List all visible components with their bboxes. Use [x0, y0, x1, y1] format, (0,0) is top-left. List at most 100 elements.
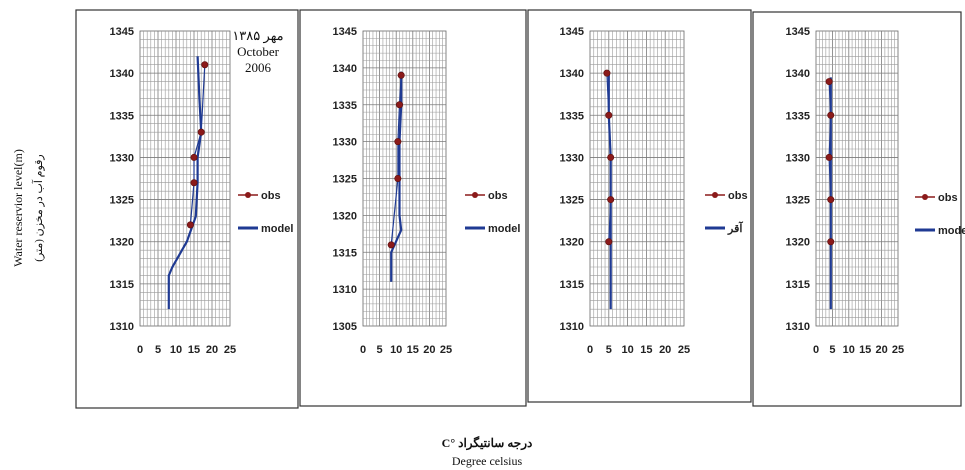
date-annotation-line: مهر ۱۳۸۵: [232, 28, 283, 44]
panel-frame-4: [752, 11, 962, 407]
obs-point: [396, 101, 404, 109]
panel-frame-1: [75, 9, 299, 409]
obs-point: [186, 221, 194, 229]
obs-point: [827, 238, 835, 246]
legend-label-obs: obs: [728, 190, 748, 202]
x-tick-label: 10: [390, 344, 402, 356]
legend-obs-marker: [245, 192, 251, 198]
legend-label-obs: obs: [938, 192, 958, 204]
date-annotation-line: October: [237, 44, 280, 59]
plot-area: [589, 30, 685, 327]
date-annotation-line: 2006: [245, 60, 272, 75]
legend-label-model: model: [938, 225, 965, 237]
panel-frame-2: [299, 9, 527, 407]
x-axis-label-english: Degree celsius: [452, 454, 523, 468]
chart-panel-3: 1310 1315 1320 1325 1330 1335 1340 1345 0 5 10 15 20…: [560, 26, 748, 356]
obs-point: [827, 196, 835, 204]
obs-point: [605, 238, 613, 246]
x-tick-label: 5: [829, 344, 835, 356]
y-tick-label: 1325: [333, 174, 357, 186]
y-tick-label: 1315: [333, 247, 357, 259]
obs-point: [197, 128, 205, 136]
obs-point: [605, 111, 613, 119]
obs-point: [201, 61, 209, 69]
y-tick-label: 1305: [333, 321, 357, 333]
y-tick-label: 1320: [110, 237, 134, 249]
series-model-line: [167, 56, 203, 310]
x-tick-label: 5: [377, 344, 383, 356]
x-tick-label: 20: [659, 344, 671, 356]
chart-panel-1: 1310 1315 1320 1325 1330 1335 1340 1345 0 5 10 15 20…: [110, 26, 294, 356]
obs-point: [827, 111, 835, 119]
x-tick-label: 15: [188, 344, 200, 356]
y-tick-label: 1310: [786, 321, 810, 333]
x-tick-label: 10: [843, 344, 855, 356]
y-axis-label-persian: رقوم آب در مخزن (متر): [32, 154, 45, 261]
legend-obs-marker: [922, 194, 928, 200]
y-tick-label: 1345: [333, 26, 357, 38]
obs-point: [397, 71, 405, 79]
plot-area: [815, 30, 899, 327]
y-tick-label: 1320: [333, 210, 357, 222]
y-tick-label: 1330: [786, 152, 810, 164]
chart-panel-4: 1310 1315 1320 1325 1330 1335 1340 1345 0 5 10 15 20…: [786, 26, 965, 356]
x-tick-label: 25: [224, 344, 236, 356]
y-tick-label: 1330: [110, 152, 134, 164]
legend-label-model: model: [488, 223, 520, 235]
y-tick-label: 1325: [786, 195, 810, 207]
x-tick-label: 15: [407, 344, 419, 356]
legend-obs-marker: [472, 192, 478, 198]
x-tick-label: 0: [137, 344, 143, 356]
y-tick-label: 1335: [560, 110, 584, 122]
y-tick-label: 1330: [333, 137, 357, 149]
chart-panel-2: 1305 1310 1315 1320 1325 1330 1335 1340 1345 0 5 10…: [333, 26, 521, 356]
y-tick-label: 1310: [560, 321, 584, 333]
plot-area: [139, 30, 231, 327]
x-tick-label: 15: [859, 344, 871, 356]
y-tick-label: 1310: [110, 321, 134, 333]
legend-obs-marker: [712, 192, 718, 198]
x-tick-label: 20: [206, 344, 218, 356]
obs-point: [825, 78, 833, 86]
x-tick-label: 25: [440, 344, 452, 356]
x-axis-label-persian: درجه سانتیگراد °C: [442, 435, 533, 451]
series-model-line: [390, 71, 403, 282]
y-tick-label: 1340: [110, 68, 134, 80]
y-tick-label: 1335: [333, 100, 357, 112]
legend-label-model: آقر: [727, 221, 743, 235]
x-tick-label: 10: [170, 344, 182, 356]
x-tick-label: 0: [813, 344, 819, 356]
obs-point: [603, 69, 611, 77]
y-tick-label: 1325: [560, 195, 584, 207]
y-tick-label: 1315: [560, 279, 584, 291]
x-tick-label: 25: [678, 344, 690, 356]
obs-point: [394, 175, 402, 183]
legend-label-obs: obs: [488, 190, 508, 202]
y-tick-label: 1335: [110, 110, 134, 122]
x-tick-label: 5: [155, 344, 161, 356]
y-tick-label: 1310: [333, 284, 357, 296]
x-tick-label: 15: [640, 344, 652, 356]
x-tick-label: 5: [606, 344, 612, 356]
y-tick-label: 1345: [110, 26, 134, 38]
y-tick-label: 1340: [333, 63, 357, 75]
y-tick-label: 1335: [786, 110, 810, 122]
y-tick-label: 1345: [560, 26, 584, 38]
obs-point: [387, 241, 395, 249]
legend-label-model: model: [261, 223, 293, 235]
y-tick-label: 1340: [786, 68, 810, 80]
legend-label-obs: obs: [261, 190, 281, 202]
x-tick-label: 10: [621, 344, 633, 356]
x-tick-label: 0: [360, 344, 366, 356]
y-tick-label: 1315: [110, 279, 134, 291]
x-tick-label: 20: [875, 344, 887, 356]
obs-point: [190, 153, 198, 161]
x-tick-label: 20: [423, 344, 435, 356]
obs-point: [394, 138, 402, 146]
y-tick-label: 1320: [560, 237, 584, 249]
y-tick-label: 1340: [560, 68, 584, 80]
y-axis-label-english: Water reservior level(m): [11, 149, 25, 267]
obs-point: [607, 153, 615, 161]
